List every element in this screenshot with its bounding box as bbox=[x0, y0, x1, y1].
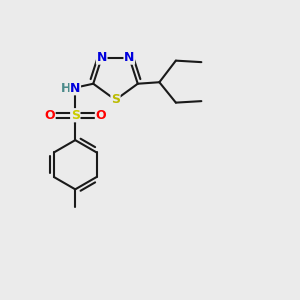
Text: S: S bbox=[71, 109, 80, 122]
Text: O: O bbox=[44, 109, 55, 122]
Text: H: H bbox=[61, 82, 71, 95]
Text: S: S bbox=[111, 93, 120, 106]
Text: O: O bbox=[95, 109, 106, 122]
Text: N: N bbox=[124, 51, 134, 64]
Text: N: N bbox=[70, 82, 80, 95]
Text: N: N bbox=[97, 51, 107, 64]
